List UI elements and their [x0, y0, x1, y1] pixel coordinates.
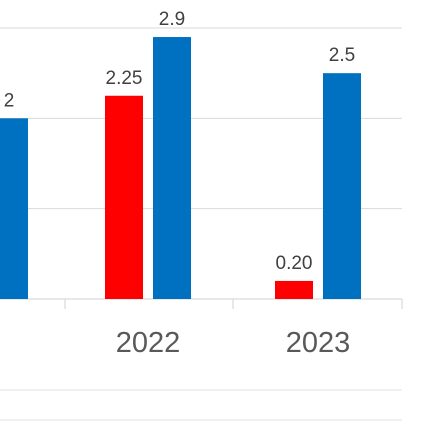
- data-label: 2.25: [106, 68, 143, 89]
- data-label: 2.5: [329, 45, 355, 66]
- lower-gridlines: [0, 389, 402, 421]
- data-label: 0.20: [276, 253, 313, 274]
- bar: [0, 118, 28, 299]
- bar: [275, 280, 313, 299]
- data-labels: 2 2.25 2.9 0.20 2.5: [4, 9, 356, 274]
- x-tick-label: 2022: [116, 327, 181, 359]
- x-tick-label: 2023: [286, 327, 351, 359]
- bar: [105, 95, 143, 299]
- bar: [323, 73, 361, 300]
- bar: [153, 37, 191, 300]
- x-tick-labels: 120222023: [116, 327, 351, 359]
- data-label: 2.9: [159, 9, 185, 30]
- data-label: 2: [4, 90, 15, 111]
- x-axis: [0, 298, 403, 309]
- bars: [0, 37, 361, 300]
